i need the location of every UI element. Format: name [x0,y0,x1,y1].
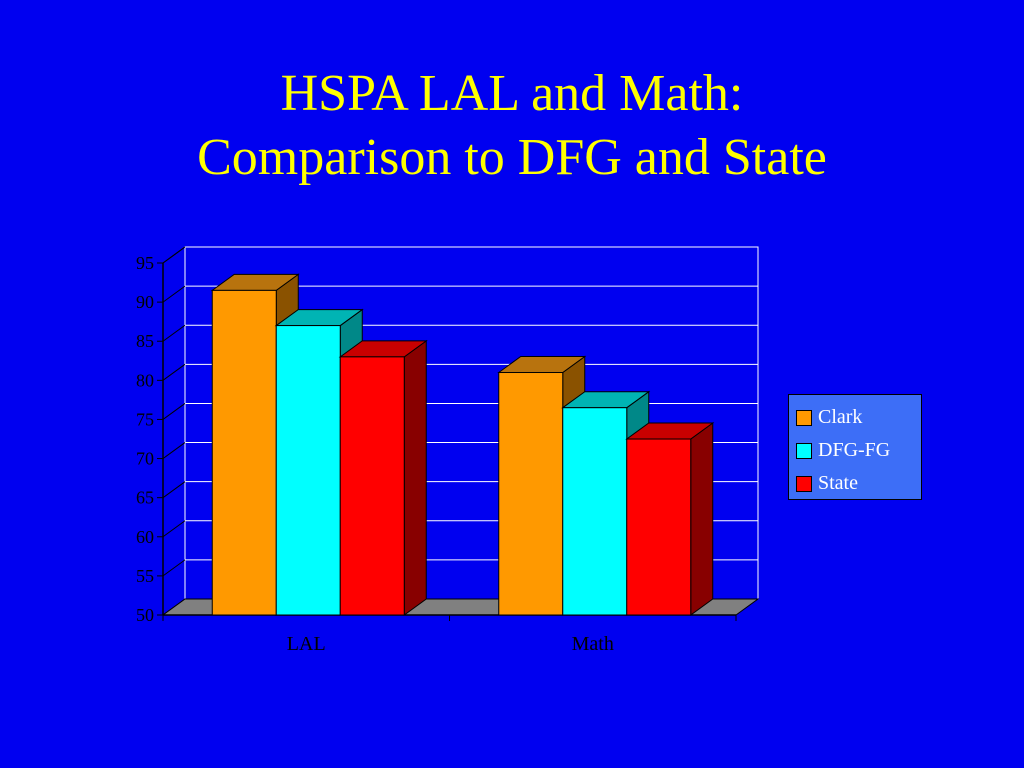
y-tick-label: 75 [136,409,154,429]
y-tick-label: 50 [136,605,154,625]
slide-title: HSPA LAL and Math: Comparison to DFG and… [0,62,1024,190]
y-tick-label: 65 [136,488,154,508]
y-tick-label: 90 [136,292,154,312]
legend-label-state: State [818,472,858,494]
chart-legend: Clark DFG-FG State [788,394,922,500]
bar-clark [211,289,277,616]
legend-item-state: State [796,467,921,500]
bar-state [339,356,405,616]
gridline-side [162,324,186,342]
legend-swatch-state [796,475,812,492]
gridline-side [162,559,186,577]
bar-dfg-fg [562,407,628,616]
bar-side-state [690,422,714,616]
title-line-2: Comparison to DFG and State [197,129,827,186]
x-tick-label: LAL [287,633,326,655]
legend-label-clark: Clark [818,406,863,428]
y-tick-label: 80 [136,370,154,390]
legend-label-dfg-fg: DFG-FG [818,439,891,461]
legend-item-clark: Clark [796,401,921,434]
gridline-side [162,285,186,303]
y-tick-label: 95 [136,253,154,273]
gridline-side [162,481,186,499]
gridline-side [162,403,186,420]
bar-dfg-fg [275,325,341,616]
y-tick-label: 60 [136,527,154,547]
x-tick-label: Math [572,633,614,655]
legend-item-dfg-fg: DFG-FG [796,434,921,467]
gridline-side [162,363,186,381]
y-tick-label: 55 [136,566,154,586]
y-tick-label: 85 [136,331,154,351]
title-line-1: HSPA LAL and Math: [280,65,744,122]
legend-swatch-dfg-fg [796,442,812,459]
bar-side-state [403,339,427,616]
chart-side-wall [162,246,186,616]
gridline-side [162,520,186,538]
gridline-side [162,442,186,459]
bar-clark [498,372,564,616]
y-tick-label: 70 [136,449,154,469]
bar-state [626,438,692,616]
gridline-side [162,246,186,264]
legend-swatch-clark [796,409,812,426]
